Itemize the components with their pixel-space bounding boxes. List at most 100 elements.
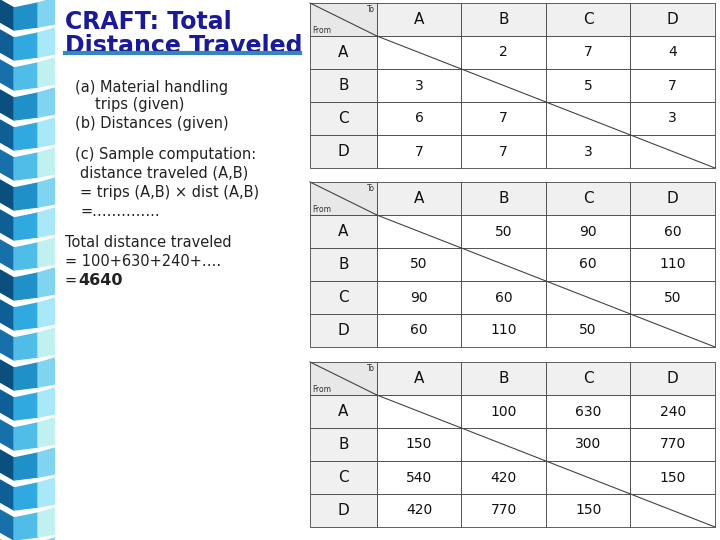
Text: 630: 630 (575, 404, 601, 418)
Bar (462, 494, 546, 527)
Text: 770: 770 (490, 503, 517, 517)
Polygon shape (0, 0, 14, 30)
Polygon shape (0, 120, 14, 150)
Polygon shape (0, 390, 14, 420)
Text: D: D (667, 191, 679, 206)
Bar (631, 428, 715, 461)
Text: 7: 7 (668, 78, 677, 92)
Text: Distance Traveled: Distance Traveled (65, 34, 302, 58)
Polygon shape (38, 508, 55, 537)
Polygon shape (14, 243, 38, 270)
Polygon shape (38, 238, 55, 267)
Text: 7: 7 (415, 145, 423, 159)
Bar (631, 494, 715, 527)
Polygon shape (14, 3, 38, 30)
Text: = 100+630+240+….: = 100+630+240+…. (65, 254, 221, 269)
Polygon shape (38, 298, 55, 327)
Bar (310, 215, 377, 248)
Text: 3: 3 (415, 78, 423, 92)
Polygon shape (14, 153, 38, 180)
Polygon shape (14, 273, 38, 300)
Text: A: A (414, 191, 424, 206)
Text: 7: 7 (499, 145, 508, 159)
Text: 2: 2 (499, 45, 508, 59)
Bar (377, 36, 462, 69)
Bar (631, 281, 715, 314)
Text: 150: 150 (406, 437, 432, 451)
Text: To: To (366, 364, 375, 373)
Polygon shape (0, 360, 14, 390)
Polygon shape (38, 328, 55, 357)
Text: = trips (A,B) × dist (A,B): = trips (A,B) × dist (A,B) (80, 185, 259, 200)
Polygon shape (14, 393, 38, 420)
Text: 50: 50 (410, 258, 428, 272)
Text: 4640: 4640 (78, 273, 122, 288)
Bar (546, 69, 631, 102)
Polygon shape (14, 363, 38, 390)
Bar (462, 461, 546, 494)
Text: 60: 60 (495, 291, 513, 305)
Polygon shape (0, 480, 14, 510)
Bar (377, 362, 462, 395)
Text: A: A (338, 45, 348, 60)
Polygon shape (38, 178, 55, 207)
Bar (310, 102, 377, 135)
Polygon shape (0, 90, 14, 120)
Polygon shape (38, 208, 55, 237)
Text: From: From (312, 385, 331, 394)
Polygon shape (14, 333, 38, 360)
Polygon shape (38, 448, 55, 477)
Polygon shape (14, 123, 38, 150)
Bar (377, 281, 462, 314)
Polygon shape (38, 0, 55, 27)
Polygon shape (14, 93, 38, 120)
Polygon shape (0, 300, 14, 330)
Bar (631, 3, 715, 36)
Polygon shape (14, 213, 38, 240)
Bar (546, 102, 631, 135)
Bar (462, 3, 546, 36)
Bar (310, 3, 377, 36)
Text: C: C (583, 191, 593, 206)
Text: 150: 150 (660, 470, 686, 484)
Bar (546, 3, 631, 36)
Polygon shape (38, 478, 55, 507)
Text: 420: 420 (406, 503, 432, 517)
Bar (631, 248, 715, 281)
Text: 7: 7 (499, 111, 508, 125)
Polygon shape (0, 510, 14, 540)
Polygon shape (14, 63, 38, 90)
Bar (377, 182, 462, 215)
Text: D: D (667, 12, 679, 27)
Polygon shape (14, 513, 38, 540)
Bar (546, 248, 631, 281)
Text: 60: 60 (580, 258, 597, 272)
Bar (631, 36, 715, 69)
Text: 50: 50 (580, 323, 597, 338)
Text: C: C (583, 371, 593, 386)
Polygon shape (0, 210, 14, 240)
Text: From: From (312, 205, 331, 214)
Polygon shape (38, 148, 55, 177)
Bar (546, 395, 631, 428)
Text: From: From (312, 26, 331, 35)
Polygon shape (0, 450, 14, 480)
Bar (546, 215, 631, 248)
Text: 540: 540 (406, 470, 432, 484)
Bar (310, 428, 377, 461)
Bar (310, 281, 377, 314)
Text: To: To (366, 184, 375, 193)
Text: 5: 5 (584, 78, 593, 92)
Text: 60: 60 (664, 225, 682, 239)
Polygon shape (14, 183, 38, 210)
Bar (310, 248, 377, 281)
Bar (310, 182, 377, 215)
Text: D: D (338, 323, 349, 338)
Bar (631, 69, 715, 102)
Text: C: C (338, 290, 348, 305)
Polygon shape (14, 483, 38, 510)
Text: A: A (414, 12, 424, 27)
Polygon shape (38, 418, 55, 447)
Text: 100: 100 (490, 404, 517, 418)
Bar (546, 428, 631, 461)
